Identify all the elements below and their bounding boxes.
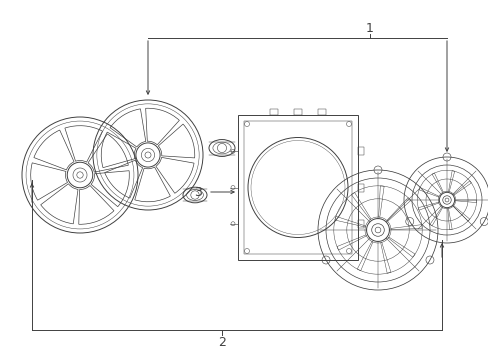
Bar bbox=[238, 115, 357, 260]
Bar bbox=[269, 109, 278, 115]
Bar bbox=[293, 109, 302, 115]
Bar bbox=[357, 147, 363, 155]
Bar bbox=[357, 184, 363, 192]
Text: 1: 1 bbox=[366, 22, 373, 35]
Text: 3: 3 bbox=[194, 185, 202, 198]
Bar bbox=[357, 220, 363, 228]
Bar bbox=[244, 121, 351, 254]
Bar bbox=[317, 109, 325, 115]
Text: 2: 2 bbox=[218, 336, 225, 348]
